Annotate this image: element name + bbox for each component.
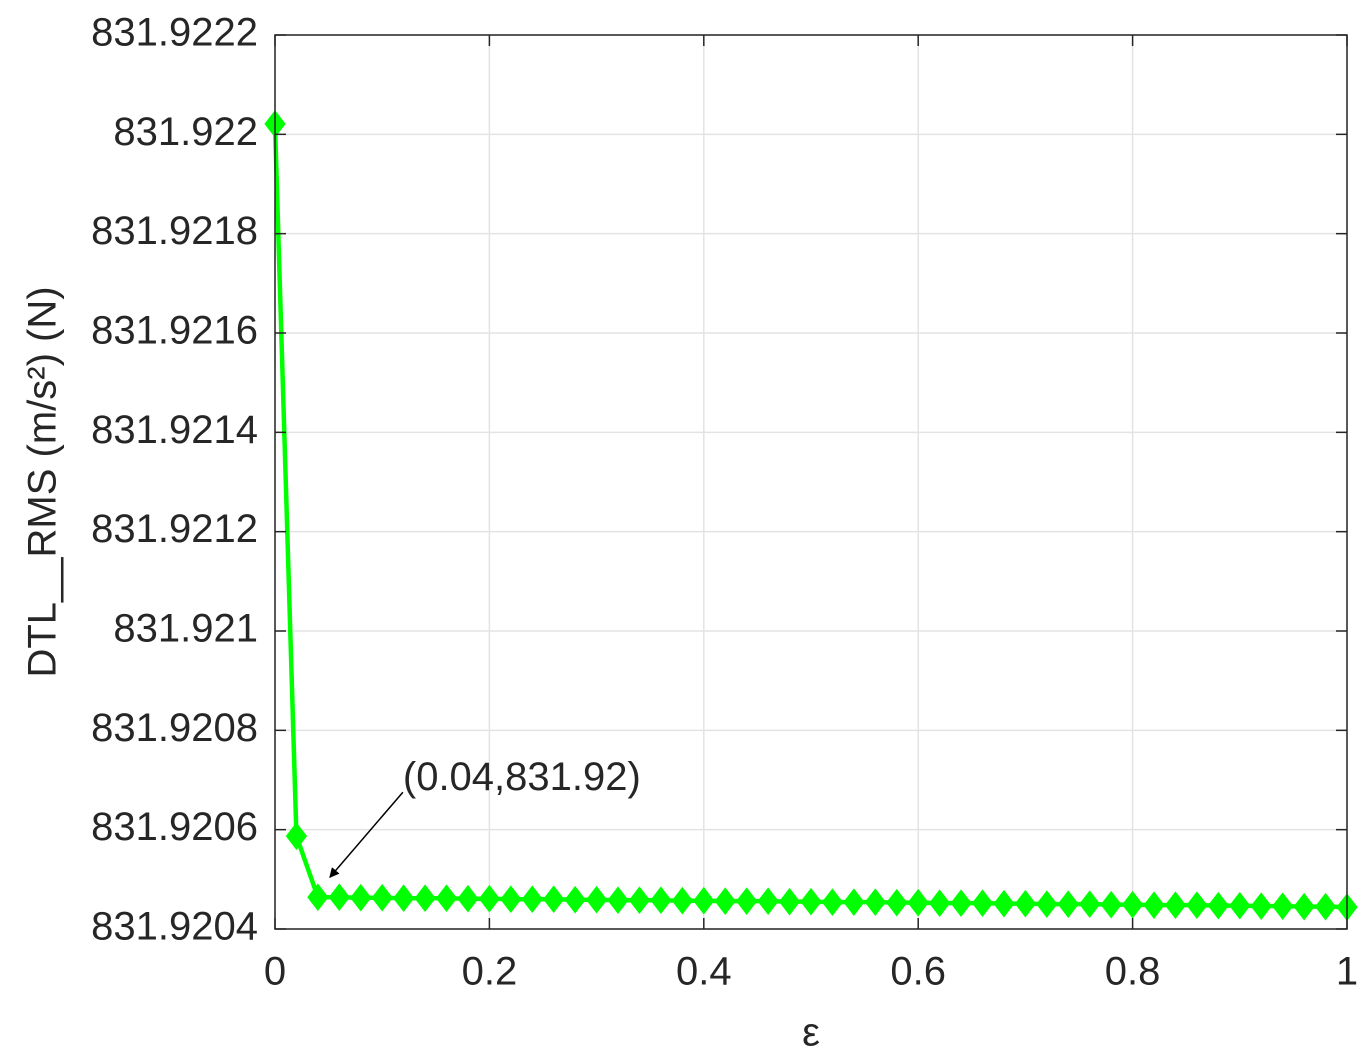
data-marker bbox=[350, 883, 372, 912]
y-tick-label: 831.921 bbox=[113, 607, 258, 651]
data-marker bbox=[435, 884, 458, 913]
data-marker bbox=[843, 888, 865, 917]
data-marker bbox=[993, 889, 1015, 918]
data-marker bbox=[1057, 890, 1079, 918]
data-marker bbox=[1121, 890, 1144, 919]
data-marker bbox=[1250, 892, 1272, 920]
x-tick-label: 0.4 bbox=[676, 950, 732, 994]
y-axis-label: DTL__RMS (m/s²) (N) bbox=[21, 286, 65, 677]
data-marker bbox=[1186, 891, 1208, 919]
data-marker bbox=[778, 887, 801, 916]
data-marker bbox=[1036, 890, 1058, 918]
data-marker bbox=[693, 886, 715, 915]
y-tick-label: 831.9204 bbox=[91, 905, 258, 949]
data-marker bbox=[1100, 890, 1122, 919]
data-marker bbox=[736, 887, 758, 916]
data-marker bbox=[757, 887, 779, 916]
data-marker bbox=[1207, 891, 1229, 920]
y-tick-label: 831.922 bbox=[113, 110, 258, 154]
x-tick-label: 1 bbox=[1336, 950, 1358, 994]
data-marker bbox=[650, 886, 672, 915]
y-tick-label: 831.9222 bbox=[91, 11, 258, 55]
data-marker bbox=[371, 883, 393, 912]
data-marker bbox=[1229, 891, 1251, 920]
data-marker bbox=[950, 889, 972, 917]
data-marker bbox=[1079, 890, 1101, 918]
data-marker bbox=[1293, 892, 1315, 921]
data-marker bbox=[1272, 892, 1294, 920]
data-marker bbox=[393, 884, 415, 913]
data-marker bbox=[907, 888, 929, 917]
data-marker bbox=[864, 888, 886, 917]
y-tick-label: 831.9214 bbox=[91, 408, 258, 452]
data-marker bbox=[328, 883, 350, 912]
plot-marks bbox=[264, 110, 1358, 921]
y-tick-label: 831.9212 bbox=[91, 507, 258, 551]
data-marker bbox=[1314, 892, 1337, 921]
x-tick-label: 0.2 bbox=[462, 950, 518, 994]
data-marker bbox=[971, 889, 994, 917]
y-tick-label: 831.9218 bbox=[91, 209, 258, 253]
data-marker bbox=[628, 886, 651, 915]
plot-frame bbox=[274, 34, 1348, 930]
data-marker bbox=[414, 884, 436, 913]
data-marker bbox=[500, 885, 522, 914]
data-marker bbox=[521, 885, 543, 914]
x-tick-label: 0 bbox=[264, 950, 286, 994]
annotation-arrow bbox=[329, 791, 404, 878]
y-tick-label: 831.9208 bbox=[91, 706, 258, 750]
x-tick-label: 0.6 bbox=[890, 950, 946, 994]
data-marker bbox=[543, 885, 565, 914]
data-marker bbox=[821, 888, 844, 917]
data-marker bbox=[714, 887, 736, 916]
data-marker bbox=[1143, 891, 1165, 919]
data-marker bbox=[886, 888, 908, 917]
data-marker bbox=[564, 885, 586, 914]
data-marker bbox=[478, 884, 501, 913]
data-marker bbox=[307, 883, 329, 912]
data-marker bbox=[285, 822, 308, 850]
annotation-text: (0.04,831.92) bbox=[403, 755, 641, 799]
data-marker bbox=[800, 887, 822, 916]
y-tick-label: 831.9216 bbox=[91, 309, 258, 353]
data-marker bbox=[1164, 891, 1187, 919]
x-tick-label: 0.8 bbox=[1105, 950, 1161, 994]
data-marker bbox=[585, 885, 608, 914]
y-tick-label: 831.9206 bbox=[91, 805, 258, 849]
data-marker bbox=[929, 889, 951, 917]
data-marker bbox=[457, 884, 479, 913]
data-marker bbox=[607, 886, 629, 915]
data-marker bbox=[671, 886, 693, 915]
data-marker bbox=[1014, 889, 1037, 918]
x-axis-label: ε bbox=[802, 1011, 820, 1055]
